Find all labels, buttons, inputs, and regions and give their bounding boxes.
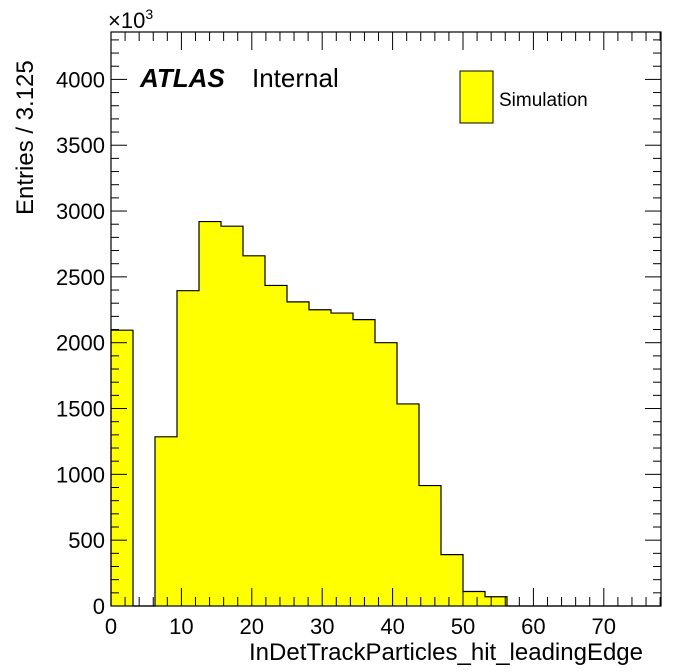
histogram-bin bbox=[419, 485, 441, 606]
x-tick-label: 40 bbox=[380, 614, 404, 639]
histogram-bars bbox=[110, 220, 661, 607]
y-tick-label: 3000 bbox=[56, 199, 105, 224]
histogram-bin bbox=[177, 290, 199, 606]
y-tick-label: 1500 bbox=[56, 397, 105, 422]
y-tick-label: 500 bbox=[68, 528, 105, 553]
legend: Simulation bbox=[459, 70, 588, 124]
histogram-bin bbox=[463, 591, 485, 606]
atlas-label: ATLAS bbox=[139, 63, 225, 93]
y-tick-label: 2000 bbox=[56, 331, 105, 356]
histogram-bin bbox=[199, 221, 221, 606]
y-axis-multiplier-base: ×10 bbox=[108, 8, 145, 33]
histogram-bin bbox=[287, 301, 309, 606]
x-tick-label: 30 bbox=[310, 614, 334, 639]
histogram-bin bbox=[353, 319, 375, 606]
histogram-bin bbox=[265, 285, 287, 606]
legend-label-simulation: Simulation bbox=[499, 90, 588, 111]
histogram-bin bbox=[331, 313, 353, 606]
tick-labels: 0 10 20 30 40 50 60 70 0 500 1000 1500 2000 2500 3000 3… bbox=[56, 67, 616, 639]
histogram-bin bbox=[221, 226, 243, 606]
y-tick-label: 2500 bbox=[56, 265, 105, 290]
x-tick-label: 60 bbox=[521, 614, 545, 639]
x-axis-title: InDetTrackParticles_hit_leadingEdge bbox=[249, 639, 643, 666]
y-axis-multiplier-exponent: 3 bbox=[145, 6, 153, 22]
histogram-bin bbox=[397, 403, 419, 606]
histogram-bin bbox=[243, 255, 265, 606]
y-axis-title: Entries / 3.125 bbox=[12, 60, 39, 215]
histogram-outline bbox=[110, 220, 661, 607]
y-tick-label: 3500 bbox=[56, 133, 105, 158]
histogram-bin bbox=[441, 554, 463, 606]
histogram-bin bbox=[309, 309, 331, 606]
y-axis-multiplier: ×103 bbox=[108, 6, 153, 33]
y-tick-label: 1000 bbox=[56, 462, 105, 487]
plot-frame bbox=[110, 31, 662, 607]
x-tick-label: 20 bbox=[240, 614, 264, 639]
x-tick-label: 70 bbox=[592, 614, 616, 639]
histogram-bin bbox=[155, 436, 177, 606]
histogram-bin bbox=[111, 330, 133, 606]
legend-swatch-simulation bbox=[459, 70, 494, 124]
histogram-bin bbox=[375, 342, 397, 606]
y-tick-label: 0 bbox=[93, 594, 105, 619]
x-tick-label: 50 bbox=[451, 614, 475, 639]
atlas-sublabel: Internal bbox=[252, 63, 339, 93]
y-tick-label: 4000 bbox=[56, 67, 105, 92]
axis-ticks bbox=[110, 32, 661, 607]
histogram-bin bbox=[485, 596, 507, 606]
x-tick-label: 0 bbox=[105, 614, 117, 639]
x-tick-label: 10 bbox=[169, 614, 193, 639]
